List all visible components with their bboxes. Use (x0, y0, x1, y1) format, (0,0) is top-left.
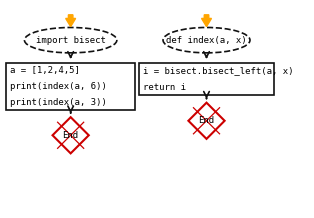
Bar (139, 63, 273, 95)
Text: def index(a, x): def index(a, x) (166, 36, 247, 45)
Text: print(index(a, 6)): print(index(a, 6)) (10, 82, 107, 91)
Ellipse shape (163, 27, 250, 53)
Text: import bisect: import bisect (36, 36, 106, 45)
Text: a = [1,2,4,5]: a = [1,2,4,5] (10, 66, 80, 75)
Text: End: End (198, 116, 214, 125)
Polygon shape (66, 15, 76, 27)
Text: return i: return i (143, 83, 186, 92)
Ellipse shape (24, 27, 117, 53)
Polygon shape (52, 117, 89, 153)
Polygon shape (188, 103, 225, 139)
Text: print(index(a, 3)): print(index(a, 3)) (10, 98, 107, 107)
Text: i = bisect.bisect_left(a, x): i = bisect.bisect_left(a, x) (143, 66, 294, 75)
Bar (6, 63, 135, 110)
Polygon shape (202, 15, 212, 27)
Text: End: End (62, 131, 79, 140)
